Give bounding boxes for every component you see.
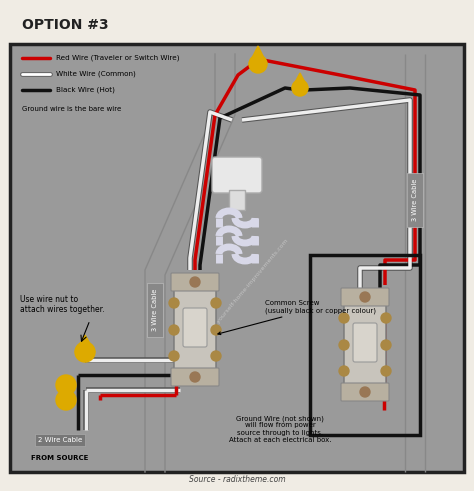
Circle shape (56, 375, 76, 395)
Circle shape (339, 313, 349, 323)
Text: 2 Wire Cable: 2 Wire Cable (38, 437, 82, 443)
Text: OPTION #3: OPTION #3 (22, 18, 109, 32)
Text: Ground Wire (not shown)
will flow from power
source through to lights.
Attach at: Ground Wire (not shown) will flow from p… (229, 415, 331, 442)
FancyBboxPatch shape (353, 323, 377, 362)
Polygon shape (249, 46, 267, 64)
Circle shape (169, 325, 179, 335)
Text: Black Wire (Hot): Black Wire (Hot) (56, 87, 115, 93)
Circle shape (56, 390, 76, 410)
Circle shape (211, 298, 221, 308)
Text: Source - radixtheme.com: Source - radixtheme.com (189, 475, 285, 485)
Circle shape (211, 351, 221, 361)
Text: Red Wire (Traveler or Switch Wire): Red Wire (Traveler or Switch Wire) (56, 55, 180, 61)
Circle shape (190, 277, 200, 287)
Polygon shape (292, 73, 308, 88)
FancyBboxPatch shape (171, 273, 219, 291)
Circle shape (381, 340, 391, 350)
Circle shape (169, 298, 179, 308)
FancyBboxPatch shape (212, 157, 262, 193)
Circle shape (360, 387, 370, 397)
FancyBboxPatch shape (344, 291, 386, 400)
Circle shape (292, 80, 308, 96)
Bar (229, 190, 245, 210)
Circle shape (211, 325, 221, 335)
FancyBboxPatch shape (183, 308, 207, 347)
FancyBboxPatch shape (341, 288, 389, 306)
Text: FROM SOURCE: FROM SOURCE (31, 455, 89, 461)
Text: Common Screw
(usually black or copper colour): Common Screw (usually black or copper co… (218, 300, 376, 334)
Text: 3 Wire Cable: 3 Wire Cable (412, 179, 418, 221)
FancyBboxPatch shape (171, 368, 219, 386)
Circle shape (249, 55, 267, 73)
Polygon shape (75, 335, 95, 352)
Text: Ground wire is the bare wire: Ground wire is the bare wire (22, 106, 121, 112)
Circle shape (169, 351, 179, 361)
FancyBboxPatch shape (341, 383, 389, 401)
Circle shape (339, 340, 349, 350)
Text: 3 Wire Cable: 3 Wire Cable (152, 289, 158, 331)
Circle shape (339, 366, 349, 376)
Circle shape (360, 292, 370, 302)
Text: Use wire nut to
attach wires together.: Use wire nut to attach wires together. (20, 295, 104, 314)
Text: www.easy-do-it-yourself-home-improvements.com: www.easy-do-it-yourself-home-improvement… (184, 238, 290, 362)
Bar (10, 44, 464, 472)
Circle shape (381, 313, 391, 323)
Circle shape (381, 366, 391, 376)
Circle shape (75, 342, 95, 362)
Circle shape (190, 372, 200, 382)
Bar (310, 255, 420, 435)
Text: White Wire (Common): White Wire (Common) (56, 71, 136, 77)
FancyBboxPatch shape (174, 276, 216, 385)
